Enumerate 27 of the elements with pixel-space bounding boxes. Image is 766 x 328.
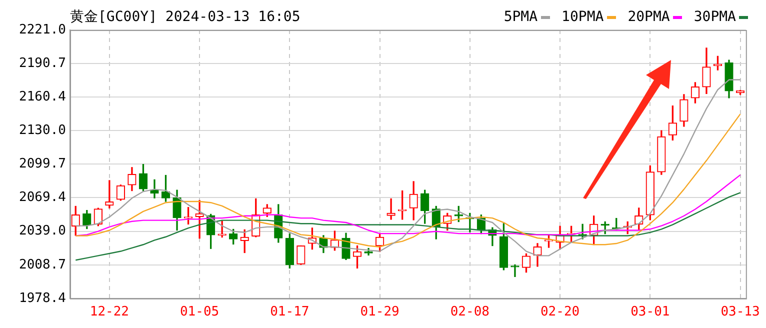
- y-tick-label: 2039.0: [19, 224, 66, 239]
- x-tick-label: 02-20: [540, 304, 580, 320]
- y-tick-label: 2008.7: [19, 257, 66, 272]
- legend-label: 30PMA: [694, 9, 736, 25]
- y-tick-label: 2221.0: [19, 22, 66, 38]
- candlestick: [510, 264, 520, 278]
- x-tick-label: 01-05: [180, 304, 220, 320]
- x-tick-label: 12-22: [90, 304, 129, 320]
- y-tick-label: 2190.7: [19, 56, 66, 71]
- legend-label: 10PMA: [562, 9, 604, 25]
- candlestick: [195, 200, 204, 239]
- x-tick-label: 01-17: [270, 304, 310, 320]
- x-tick-label: 02-08: [450, 304, 490, 320]
- legend-label: 20PMA: [628, 9, 670, 25]
- y-tick-label: 2160.4: [19, 89, 66, 104]
- y-tick-label: 2069.4: [19, 190, 66, 206]
- candlestick: [386, 198, 396, 220]
- y-tick-label: 2130.0: [19, 123, 66, 138]
- x-tick-label: 03-01: [630, 304, 670, 320]
- legend-label: 5PMA: [504, 9, 538, 25]
- x-tick-label: 03-13: [720, 304, 760, 320]
- x-tick-label: 01-29: [360, 304, 400, 320]
- chart-title: 黄金[GC00Y] 2024-03-13 16:05: [70, 8, 300, 26]
- y-tick-label: 1978.4: [19, 290, 66, 306]
- candlestick: [150, 179, 159, 198]
- candlestick: [105, 180, 114, 208]
- y-tick-label: 2099.7: [19, 156, 66, 172]
